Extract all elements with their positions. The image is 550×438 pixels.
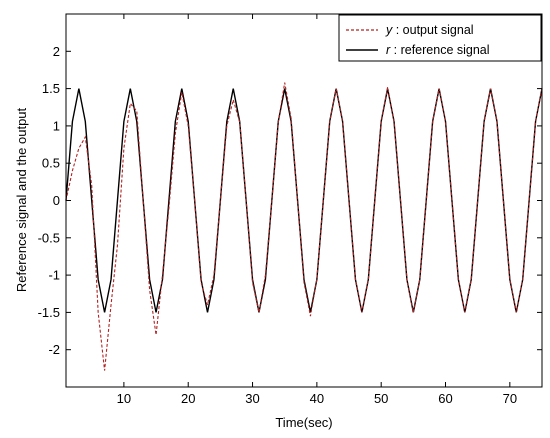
x-axis-label: Time(sec) [275,415,332,430]
y-axis: -2 -1.5 -1 -0.5 0 0.5 1 1.5 2 [38,44,542,357]
x-tick-label: 50 [374,391,388,406]
x-tick-label: 70 [503,391,517,406]
legend: y : output signal r : reference signal [338,14,542,62]
y-axis-label: Reference signal and the output [14,107,29,292]
y-tick-label: 2 [53,44,60,59]
legend-label-reference: : reference signal [390,43,489,57]
y-tick-label: 0.5 [42,156,60,171]
series-line-output [65,82,543,371]
x-tick-label: 30 [245,391,259,406]
y-tick-label: 0 [53,193,60,208]
legend-entry-output: y : output signal [385,23,474,37]
legend-symbol-output: y [385,23,393,37]
y-tick-label: 1.5 [42,81,60,96]
x-axis: 10 20 30 40 50 60 70 [117,14,517,406]
legend-label-output: : output signal [392,23,473,37]
plot-area-frame [65,13,543,388]
y-tick-label: -2 [48,342,60,357]
legend-symbol-reference: r [386,43,391,57]
y-tick-label: -0.5 [38,230,60,245]
plot-series [65,82,543,371]
x-tick-label: 40 [310,391,324,406]
legend-box [338,14,542,62]
x-tick-label: 10 [117,391,131,406]
y-tick-label: -1.5 [38,305,60,320]
x-tick-label: 20 [181,391,195,406]
legend-entry-reference: r : reference signal [386,43,490,57]
x-tick-label: 60 [438,391,452,406]
y-tick-label: 1 [53,118,60,133]
y-tick-label: -1 [48,268,60,283]
